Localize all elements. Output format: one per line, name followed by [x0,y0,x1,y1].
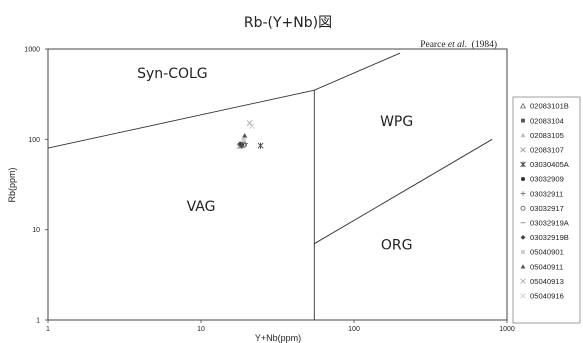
region-labels: Syn-COLG WPG VAG ORG [137,66,413,254]
legend-marker [520,264,526,269]
data-point [241,138,246,143]
legend-label: 03032919B [530,233,569,242]
data-point [246,119,253,126]
boundary-line [47,52,401,149]
region-label: Syn-COLG [137,66,208,82]
legend-marker [520,176,526,182]
chart-title: Rb-(Y+Nb)図 [244,15,332,31]
legend-marker [520,147,526,153]
x-axis-label: Y+Nb(ppm) [255,333,301,343]
x-tick-label: 1 [46,326,50,333]
x-tick-label: 10 [197,326,205,333]
legend-label: 02083104 [530,116,564,125]
data-point [237,141,243,147]
legend-marker [521,118,525,123]
data-point [257,142,264,149]
legend-label: 05040916 [530,292,564,301]
legend-label: 03030405A [530,160,570,169]
legend-label: 03032917 [530,204,564,213]
legend-marker [521,250,525,254]
legend-marker [520,205,526,211]
boundary-line [314,138,493,245]
legend-label: 05040901 [530,248,564,257]
legend-label: 02083101B [530,102,569,111]
plot-frame [47,48,508,321]
x-tick-label: 1000 [499,326,515,333]
region-label: WPG [380,114,413,130]
y-tick-label: 1 [36,318,40,325]
legend-marker [520,161,526,168]
legend: 02083101B 02083104 02083105 02083107 0303040… [519,102,570,301]
legend-marker [519,102,527,109]
legend-label: 03032919A [530,219,570,228]
region-label: VAG [187,199,216,215]
data-points [236,119,264,150]
data-point [242,132,248,138]
legend-marker [520,278,526,284]
y-axis-label: Rb(ppm) [7,167,17,202]
legend-marker [520,235,526,240]
legend-marker [520,191,526,196]
y-tick-label: 1000 [24,47,40,54]
discrimination-boundaries [47,52,493,320]
legend-label: 03032911 [530,189,563,198]
legend-label: 02083105 [530,131,564,140]
data-point [248,123,255,130]
legend-marker [520,132,526,138]
legend-label: 02083107 [530,146,564,155]
source-citation: Pearce et al. (1984) [420,39,497,50]
axis-ticks: 1 10 100 1000 1 10 100 1000 [24,47,514,334]
legend-label: 05040913 [530,277,564,286]
y-tick-label: 100 [28,137,40,144]
x-tick-label: 100 [348,326,360,333]
region-label: ORG [381,238,413,254]
legend-marker [520,293,526,299]
legend-label: 03032909 [530,175,564,184]
legend-label: 05040911 [530,262,563,271]
y-tick-label: 10 [32,227,40,234]
